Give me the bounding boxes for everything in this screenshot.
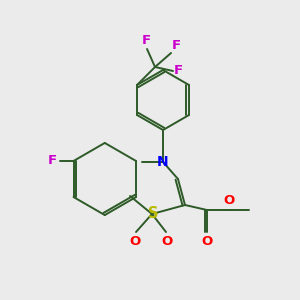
Text: F: F (172, 39, 181, 52)
Text: O: O (161, 235, 172, 248)
Text: O: O (224, 194, 235, 207)
Text: O: O (201, 235, 213, 248)
Text: O: O (129, 235, 141, 248)
Text: F: F (47, 154, 57, 167)
Text: F: F (174, 64, 183, 77)
Text: S: S (148, 206, 158, 221)
Text: F: F (142, 34, 151, 47)
Text: N: N (157, 155, 169, 169)
